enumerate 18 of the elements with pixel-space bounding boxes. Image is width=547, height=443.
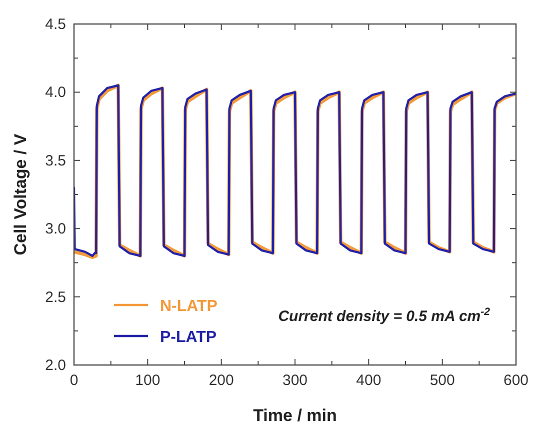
- x-tick-label: 500: [430, 372, 455, 389]
- y-tick-label: 4.0: [45, 84, 66, 102]
- x-tick-label: 600: [503, 372, 529, 389]
- y-tick-label: 4.5: [45, 16, 66, 33]
- y-tick-label: 2.5: [45, 288, 66, 306]
- x-axis-title: Time / min: [253, 406, 337, 425]
- legend-label: P-LATP: [160, 329, 217, 346]
- y-tick-label: 3.0: [45, 220, 66, 238]
- annotation: Current density = 0.5 mA cm$^{-2}$: [278, 306, 490, 325]
- legend-label: N-LATP: [160, 298, 218, 315]
- y-tick-label: 2.0: [45, 357, 66, 374]
- x-tick-label: 0: [70, 372, 78, 389]
- y-axis-title: Cell Voltage / V: [11, 133, 30, 256]
- x-tick-label: 400: [356, 372, 382, 389]
- x-tick-label: 200: [208, 372, 234, 389]
- x-tick-label: 100: [135, 372, 160, 389]
- y-tick-label: 3.5: [45, 152, 66, 170]
- x-tick-label: 300: [282, 372, 308, 389]
